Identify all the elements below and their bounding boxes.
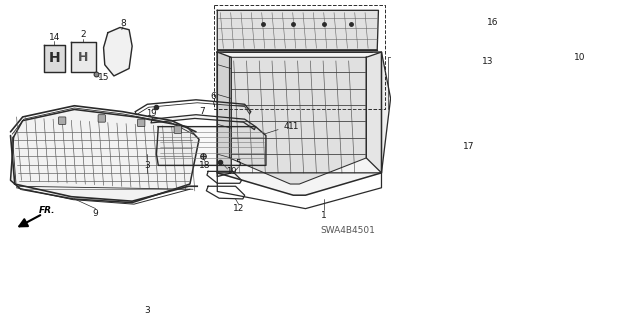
Text: 12: 12 bbox=[233, 204, 244, 213]
Text: H: H bbox=[49, 51, 60, 65]
Polygon shape bbox=[151, 115, 255, 130]
FancyBboxPatch shape bbox=[174, 126, 181, 133]
Text: 14: 14 bbox=[49, 33, 60, 42]
Polygon shape bbox=[218, 52, 231, 177]
Text: 13: 13 bbox=[482, 56, 493, 65]
Polygon shape bbox=[218, 10, 378, 50]
Text: 11: 11 bbox=[287, 122, 299, 131]
Polygon shape bbox=[218, 52, 381, 195]
Polygon shape bbox=[71, 42, 95, 72]
Polygon shape bbox=[230, 57, 366, 184]
FancyBboxPatch shape bbox=[58, 117, 66, 124]
Text: 6: 6 bbox=[210, 92, 216, 101]
Polygon shape bbox=[104, 27, 132, 76]
Text: 15: 15 bbox=[98, 73, 109, 82]
Text: 3: 3 bbox=[145, 161, 150, 170]
Text: 19: 19 bbox=[226, 167, 237, 176]
Text: 5: 5 bbox=[236, 160, 241, 168]
FancyBboxPatch shape bbox=[138, 119, 145, 127]
Polygon shape bbox=[156, 127, 266, 165]
Text: 3: 3 bbox=[145, 306, 150, 315]
Polygon shape bbox=[44, 45, 65, 72]
Polygon shape bbox=[10, 109, 199, 203]
Text: 2: 2 bbox=[81, 30, 86, 40]
Text: 18: 18 bbox=[200, 161, 211, 170]
Text: 10: 10 bbox=[573, 53, 585, 62]
Text: 19: 19 bbox=[147, 109, 157, 118]
Text: 7: 7 bbox=[199, 107, 205, 116]
Text: 4: 4 bbox=[283, 122, 289, 131]
Text: 16: 16 bbox=[487, 18, 499, 27]
Text: 1: 1 bbox=[321, 211, 326, 220]
Text: 9: 9 bbox=[93, 209, 99, 218]
FancyBboxPatch shape bbox=[98, 115, 106, 122]
Text: 8: 8 bbox=[120, 19, 126, 28]
Text: FR.: FR. bbox=[39, 206, 56, 215]
Text: SWA4B4501: SWA4B4501 bbox=[321, 226, 376, 235]
Polygon shape bbox=[366, 52, 390, 173]
Text: H: H bbox=[78, 51, 89, 64]
Text: 17: 17 bbox=[463, 142, 474, 151]
